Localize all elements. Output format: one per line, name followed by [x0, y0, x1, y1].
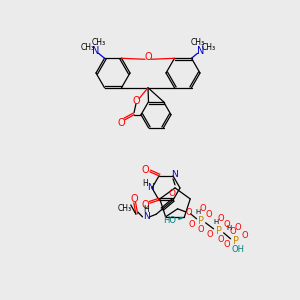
Text: O: O: [229, 227, 236, 236]
Text: O: O: [132, 96, 140, 106]
Text: O: O: [117, 118, 125, 128]
Text: N: N: [143, 212, 150, 221]
Text: H: H: [213, 219, 218, 225]
Text: HO: HO: [163, 216, 176, 225]
Text: CH₃: CH₃: [80, 43, 94, 52]
Text: O: O: [188, 220, 195, 229]
Text: O: O: [223, 220, 230, 229]
Text: O: O: [197, 225, 204, 234]
Text: N: N: [92, 46, 99, 56]
Text: OH: OH: [231, 245, 244, 254]
Text: P: P: [232, 236, 238, 246]
Text: H: H: [142, 179, 148, 188]
Text: CH₃: CH₃: [201, 43, 216, 52]
Text: O: O: [141, 200, 149, 210]
Text: N: N: [148, 184, 154, 193]
Text: O: O: [141, 165, 149, 175]
Text: H: H: [195, 209, 200, 215]
Text: O: O: [217, 214, 224, 223]
Text: O: O: [169, 189, 176, 198]
Text: O: O: [206, 230, 213, 239]
Text: O: O: [241, 231, 248, 240]
Text: O: O: [217, 235, 224, 244]
Text: O: O: [205, 210, 212, 219]
Text: CH₃: CH₃: [118, 204, 132, 213]
Text: N: N: [197, 46, 204, 56]
Text: O: O: [223, 240, 230, 249]
Text: O: O: [144, 52, 152, 62]
Text: CH₃: CH₃: [190, 38, 205, 47]
Text: H: H: [144, 206, 149, 214]
Text: P: P: [216, 226, 222, 236]
Text: P: P: [198, 216, 204, 226]
Text: O: O: [234, 223, 241, 232]
Text: N: N: [171, 170, 177, 179]
Text: O: O: [130, 194, 138, 204]
Text: H: H: [226, 225, 231, 231]
Text: O: O: [199, 204, 206, 213]
Text: O: O: [185, 208, 192, 217]
Text: CH₃: CH₃: [92, 38, 106, 47]
